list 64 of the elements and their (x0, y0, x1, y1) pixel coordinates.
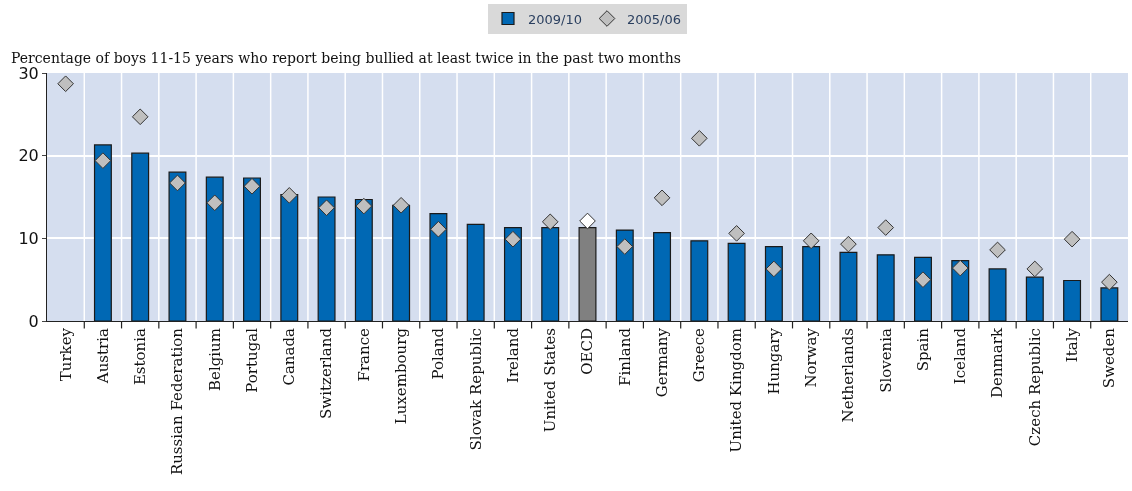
x-tick-label: Spain (913, 327, 932, 372)
point (280, 187, 298, 204)
y-axis-title: Percentage of boys 11-15 years who report being bullied at least twice in the past two months (11, 50, 681, 66)
x-tick-label: Ireland (503, 327, 522, 383)
x-tick-label: Slovenia (876, 327, 895, 393)
point (504, 230, 522, 248)
x-tick-label: Netherlands (839, 328, 858, 423)
x-tick-label: Turkey (56, 327, 75, 382)
x-tick-label: Portugal (242, 327, 261, 393)
x-tick-label: Russian Federation (168, 327, 187, 476)
x-tick-label: Estonia (131, 327, 150, 386)
point (169, 174, 186, 192)
x-tick-label: United Kingdom (727, 328, 746, 453)
point (1063, 230, 1081, 248)
x-tick-label: Switzerland (317, 327, 336, 419)
x-tick-label: OECD (578, 328, 597, 375)
point (243, 177, 261, 195)
point (392, 196, 410, 214)
x-tick-label: Slovak Republic (466, 328, 485, 451)
point (877, 219, 895, 236)
x-tick-label: France (354, 327, 373, 382)
point (57, 75, 74, 93)
x-tick-label: Finland (615, 327, 634, 386)
point (728, 225, 745, 242)
y-tick-label: 0 (28, 311, 39, 331)
point (802, 232, 820, 250)
point (430, 220, 447, 238)
point (318, 199, 335, 217)
point (206, 194, 224, 212)
x-tick-label: Canada (280, 327, 299, 386)
legend-label: 2009/10 (528, 11, 583, 27)
x-tick-label: Denmark (988, 327, 1007, 398)
point (1101, 273, 1118, 291)
point (1026, 260, 1044, 278)
x-tick-label: Czech Republic (1025, 328, 1044, 447)
point (131, 108, 149, 126)
x-tick-label: United States (541, 328, 560, 433)
x-tick-label: Belgium (205, 328, 224, 391)
point (989, 241, 1006, 259)
x-tick-label: Luxembourg (391, 327, 410, 425)
legend-label: 2005/06 (627, 11, 682, 27)
x-tick-label: Iceland (951, 327, 970, 385)
point (840, 235, 857, 253)
point (765, 260, 783, 278)
y-tick-label: 30 (18, 63, 39, 83)
point (616, 238, 634, 255)
x-tick-label: Greece (690, 327, 709, 383)
point (541, 213, 559, 231)
x-tick-label: Austria (93, 327, 112, 385)
x-tick-label: Norway (802, 327, 821, 388)
x-tick-label: Italy (1062, 327, 1081, 363)
x-tick-label: Sweden (1100, 327, 1119, 389)
x-tick-label: Germany (652, 327, 671, 398)
point (94, 152, 112, 169)
point (914, 271, 932, 288)
point (355, 197, 373, 215)
point (579, 212, 596, 230)
x-tick-label: Poland (429, 327, 448, 380)
point (691, 130, 708, 147)
y-tick-label: 20 (18, 146, 39, 166)
point (951, 259, 969, 277)
point (653, 189, 671, 207)
x-tick-label: Hungary (764, 327, 783, 395)
y-tick-label: 10 (18, 228, 39, 248)
